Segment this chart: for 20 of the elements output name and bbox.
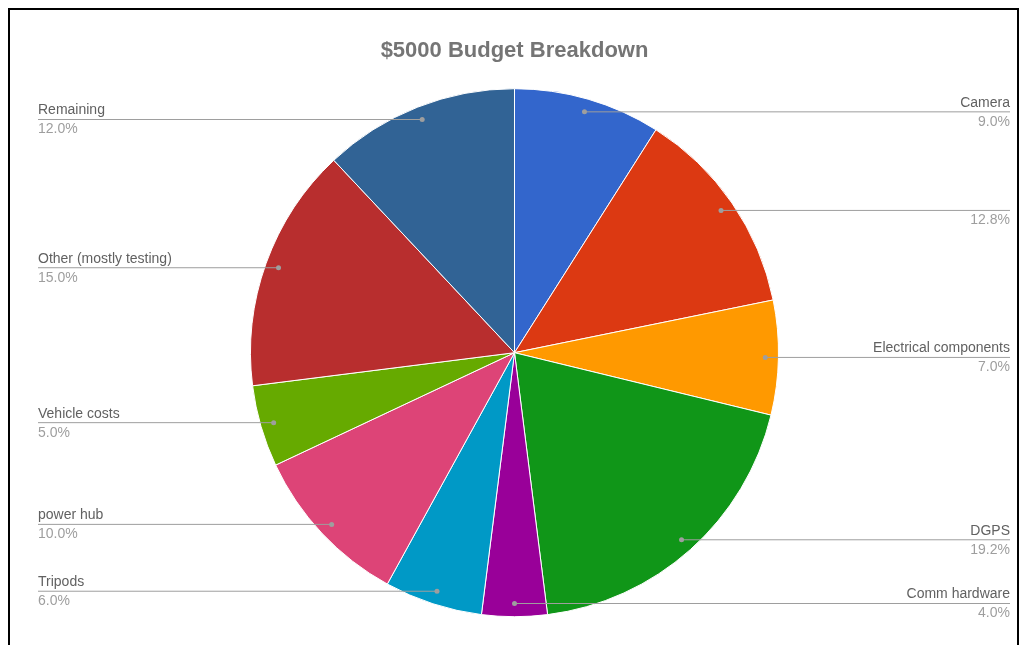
slice-label: Electrical components — [873, 339, 1010, 356]
data-label: 6.0% — [38, 592, 70, 609]
slice-label: Comm hardware — [906, 585, 1011, 602]
data-label: 15.0% — [38, 268, 78, 285]
slice-label: Other (mostly testing) — [38, 249, 172, 266]
data-label: 9.0% — [978, 112, 1010, 129]
data-label: 10.0% — [38, 525, 78, 542]
slice-label: Tripods — [38, 573, 85, 590]
slice-label: Remaining — [38, 101, 105, 118]
slice-label: power hub — [38, 506, 104, 523]
slice-label: Camera — [960, 93, 1011, 110]
slice-label: Vehicle costs — [38, 404, 120, 421]
slice-label: DGPS — [970, 521, 1010, 538]
data-label: 5.0% — [38, 423, 70, 440]
data-label: 12.0% — [38, 120, 78, 137]
data-label: 19.2% — [970, 540, 1010, 557]
chart-title: $5000 Budget Breakdown — [380, 37, 649, 63]
data-label: 12.8% — [970, 211, 1010, 228]
data-label: 4.0% — [978, 604, 1010, 621]
data-label: 7.0% — [978, 358, 1010, 375]
